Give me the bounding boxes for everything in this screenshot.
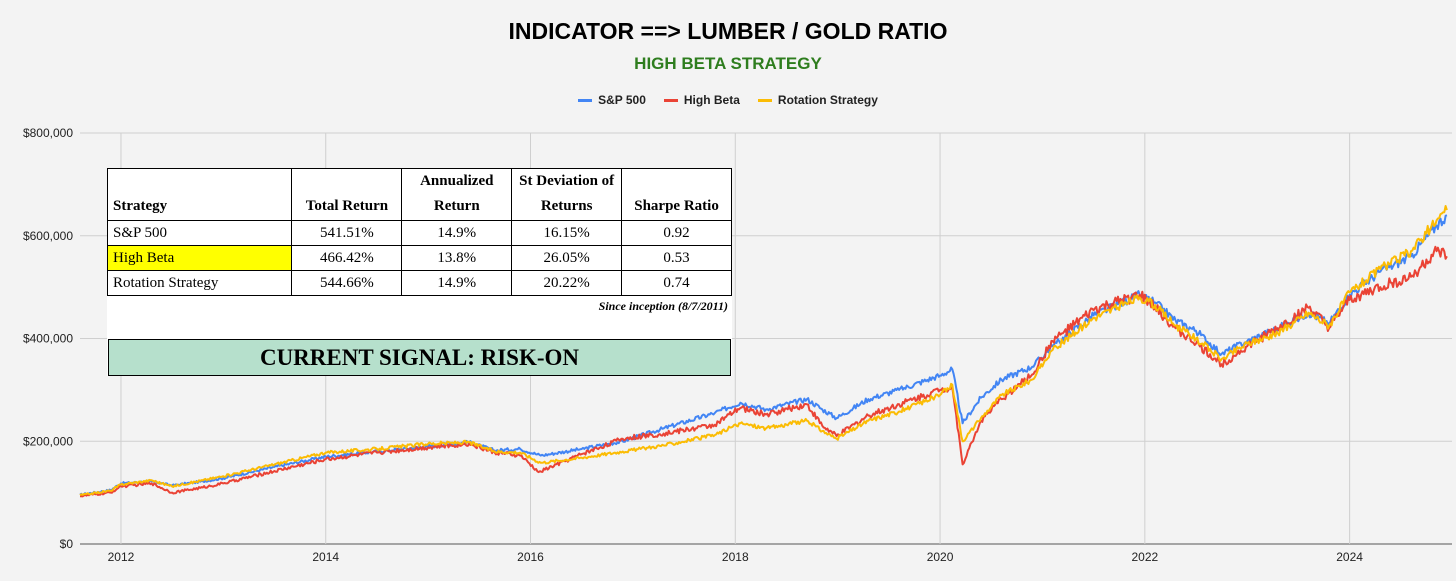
x-tick-label: 2022 <box>1131 550 1158 564</box>
header-annualized-return: Annualized Return <box>401 168 513 221</box>
header-st-deviation: St Deviation of Returns <box>511 168 623 221</box>
legend-swatch-high-beta <box>663 98 678 102</box>
cell-annualized-return: 13.8% <box>401 245 513 271</box>
header-sharpe-ratio: Sharpe Ratio <box>621 168 732 221</box>
chart-legend: S&P 500 High Beta Rotation Strategy <box>0 93 1456 107</box>
y-tick-label: $400,000 <box>23 332 73 346</box>
cell-total-return: 544.66% <box>291 270 403 296</box>
x-tick-label: 2024 <box>1336 550 1363 564</box>
header-strategy: Strategy <box>106 168 293 221</box>
cell-annualized-return: 14.9% <box>401 270 513 296</box>
x-tick-label: 2012 <box>108 550 135 564</box>
y-axis-ticks: $0 $200,000 $400,000 $600,000 $800,000 <box>23 126 73 551</box>
y-tick-label: $200,000 <box>23 434 73 448</box>
legend-item-sp500[interactable]: S&P 500 <box>578 93 646 107</box>
x-tick-label: 2016 <box>517 550 544 564</box>
y-tick-label: $800,000 <box>23 126 73 140</box>
legend-swatch-sp500 <box>578 98 593 102</box>
x-axis-ticks: 2012 2014 2016 2018 2020 2022 2024 <box>108 550 1364 564</box>
cell-total-return: 466.42% <box>291 245 403 271</box>
cell-st-deviation: 26.05% <box>511 245 623 271</box>
x-tick-label: 2018 <box>722 550 749 564</box>
cell-strategy: Rotation Strategy <box>106 270 293 296</box>
cell-strategy-highlighted: High Beta <box>106 245 293 271</box>
legend-item-high-beta[interactable]: High Beta <box>663 93 740 107</box>
series-line-rotation-strategy <box>79 205 1448 497</box>
x-tick-label: 2014 <box>312 550 339 564</box>
legend-label: Rotation Strategy <box>777 93 878 107</box>
x-tick-label: 2020 <box>927 550 954 564</box>
legend-label: S&P 500 <box>598 93 646 107</box>
header-total-return: Total Return <box>291 168 403 221</box>
chart-series-lines <box>79 205 1448 498</box>
since-inception-note: Since inception (8/7/2011) <box>598 299 728 313</box>
stats-table: Strategy Total Return Annualized Return … <box>106 168 732 296</box>
chart-title: INDICATOR ==> LUMBER / GOLD RATIO <box>508 18 948 44</box>
legend-item-rotation[interactable]: Rotation Strategy <box>757 93 878 107</box>
cell-st-deviation: 20.22% <box>511 270 623 296</box>
cell-strategy: S&P 500 <box>106 220 293 246</box>
cell-sharpe-ratio: 0.53 <box>621 245 732 271</box>
y-tick-label: $600,000 <box>23 229 73 243</box>
table-row: Rotation Strategy 544.66% 14.9% 20.22% 0… <box>106 270 732 296</box>
cell-st-deviation: 16.15% <box>511 220 623 246</box>
legend-label: High Beta <box>683 93 740 107</box>
cell-sharpe-ratio: 0.92 <box>621 220 732 246</box>
cell-sharpe-ratio: 0.74 <box>621 270 732 296</box>
table-header-row: Strategy Total Return Annualized Return … <box>106 168 732 221</box>
chart-subtitle: HIGH BETA STRATEGY <box>634 54 822 73</box>
table-row: S&P 500 541.51% 14.9% 16.15% 0.92 <box>106 220 732 246</box>
legend-swatch-rotation <box>757 98 772 102</box>
stats-panel: Strategy Total Return Annualized Return … <box>106 168 732 376</box>
series-line-s-p-500 <box>79 214 1448 496</box>
table-row: High Beta 466.42% 13.8% 26.05% 0.53 <box>106 245 732 271</box>
current-signal-box: CURRENT SIGNAL: RISK-ON <box>108 339 731 376</box>
y-tick-label: $0 <box>60 537 74 551</box>
cell-total-return: 541.51% <box>291 220 403 246</box>
cell-annualized-return: 14.9% <box>401 220 513 246</box>
